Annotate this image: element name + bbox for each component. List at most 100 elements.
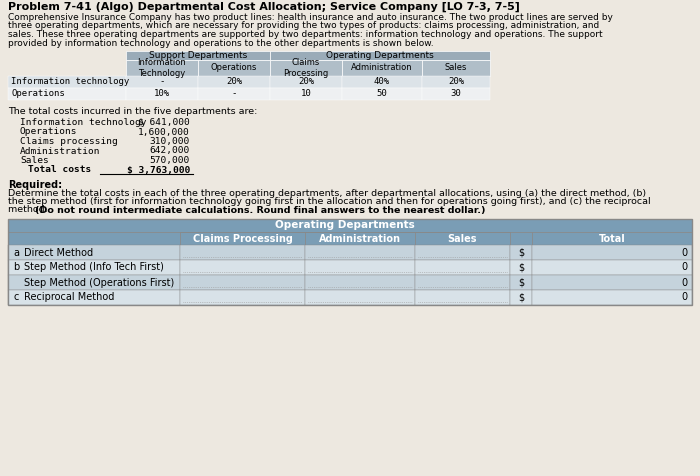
Bar xyxy=(8,219,692,232)
Text: The total costs incurred in the five departments are:: The total costs incurred in the five dep… xyxy=(8,107,258,116)
Text: Information technology: Information technology xyxy=(20,118,146,127)
Text: b: b xyxy=(13,262,20,272)
Text: 0: 0 xyxy=(681,262,687,272)
Bar xyxy=(415,275,510,290)
Bar xyxy=(8,290,180,305)
Bar xyxy=(8,245,180,260)
Bar xyxy=(8,275,180,290)
Text: Sales: Sales xyxy=(20,156,49,165)
Text: Comprehensive Insurance Company has two product lines: health insurance and auto: Comprehensive Insurance Company has two … xyxy=(8,13,613,22)
Bar xyxy=(415,232,510,245)
Text: three operating departments, which are necessary for providing the two types of : three operating departments, which are n… xyxy=(8,21,599,30)
Bar xyxy=(126,88,198,100)
Text: 50: 50 xyxy=(377,89,387,99)
Text: sales. These three operating departments are supported by two departments: infor: sales. These three operating departments… xyxy=(8,30,603,39)
Bar xyxy=(8,88,126,100)
Text: Total: Total xyxy=(598,234,625,244)
Text: 1,600,000: 1,600,000 xyxy=(139,128,190,137)
Text: Operating Departments: Operating Departments xyxy=(326,51,434,60)
Text: Reciprocal Method: Reciprocal Method xyxy=(24,292,114,303)
Bar xyxy=(532,290,692,305)
Bar xyxy=(415,290,510,305)
Text: $ 3,763,000: $ 3,763,000 xyxy=(127,166,190,175)
Text: Claims
Processing: Claims Processing xyxy=(284,58,328,78)
Bar xyxy=(270,88,342,100)
Bar xyxy=(415,260,510,275)
Text: a: a xyxy=(13,248,19,258)
Text: Direct Method: Direct Method xyxy=(24,248,93,258)
Bar xyxy=(305,245,415,260)
Bar xyxy=(532,232,692,245)
Bar xyxy=(422,76,490,88)
Text: 570,000: 570,000 xyxy=(150,156,190,165)
Bar xyxy=(126,60,198,76)
Bar xyxy=(8,232,180,245)
Bar xyxy=(270,60,342,76)
Text: 30: 30 xyxy=(451,89,461,99)
Text: Step Method (Operations First): Step Method (Operations First) xyxy=(24,278,174,288)
Bar xyxy=(180,290,305,305)
Bar xyxy=(510,290,532,305)
Text: Support Departments: Support Departments xyxy=(149,51,247,60)
Bar xyxy=(198,76,270,88)
Text: method.: method. xyxy=(8,206,50,215)
Text: Required:: Required: xyxy=(8,180,62,190)
Text: the step method (first for information technology going first in the allocation : the step method (first for information t… xyxy=(8,197,650,206)
Text: 0: 0 xyxy=(681,278,687,288)
Bar xyxy=(532,245,692,260)
Bar xyxy=(422,60,490,76)
Bar xyxy=(510,260,532,275)
Text: Administration: Administration xyxy=(20,147,101,156)
Bar xyxy=(422,88,490,100)
Text: 40%: 40% xyxy=(374,78,390,87)
Text: Information
Technology: Information Technology xyxy=(138,58,186,78)
Text: Claims processing: Claims processing xyxy=(20,137,118,146)
Text: -: - xyxy=(231,89,237,99)
Text: 310,000: 310,000 xyxy=(150,137,190,146)
Text: 20%: 20% xyxy=(448,78,464,87)
Bar xyxy=(305,232,415,245)
Text: Claims Processing: Claims Processing xyxy=(193,234,293,244)
Bar xyxy=(510,232,532,245)
Text: Operations: Operations xyxy=(20,128,78,137)
Bar xyxy=(270,76,342,88)
Text: 0: 0 xyxy=(681,292,687,303)
Bar xyxy=(8,60,126,76)
Bar xyxy=(305,290,415,305)
Text: provided by information technology and operations to the other departments is sh: provided by information technology and o… xyxy=(8,39,433,48)
Text: 20%: 20% xyxy=(226,78,242,87)
Text: 10%: 10% xyxy=(154,89,170,99)
Text: 10: 10 xyxy=(300,89,312,99)
Bar xyxy=(198,60,270,76)
Text: $ 641,000: $ 641,000 xyxy=(139,118,190,127)
Text: Operating Departments: Operating Departments xyxy=(275,220,415,230)
Text: 0: 0 xyxy=(681,248,687,258)
Text: $: $ xyxy=(518,262,524,272)
Text: Determine the total costs in each of the three operating departments, after depa: Determine the total costs in each of the… xyxy=(8,188,646,198)
Bar xyxy=(342,76,422,88)
Text: $: $ xyxy=(518,248,524,258)
Text: Sales: Sales xyxy=(444,63,467,72)
Bar xyxy=(8,219,692,305)
Text: 642,000: 642,000 xyxy=(150,147,190,156)
Text: 20%: 20% xyxy=(298,78,314,87)
Bar xyxy=(305,275,415,290)
Text: $: $ xyxy=(518,278,524,288)
Text: Problem 7-41 (Algo) Departmental Cost Allocation; Service Company [LO 7-3, 7-5]: Problem 7-41 (Algo) Departmental Cost Al… xyxy=(8,2,520,12)
Bar xyxy=(8,76,126,88)
Bar xyxy=(180,232,305,245)
Bar xyxy=(180,275,305,290)
Bar xyxy=(198,88,270,100)
Text: $: $ xyxy=(518,292,524,303)
Bar xyxy=(532,275,692,290)
Bar xyxy=(342,60,422,76)
Text: Administration: Administration xyxy=(319,234,401,244)
Text: -: - xyxy=(160,78,164,87)
Bar xyxy=(180,245,305,260)
Bar xyxy=(126,76,198,88)
Text: Administration: Administration xyxy=(351,63,413,72)
Bar xyxy=(510,245,532,260)
Text: Total costs: Total costs xyxy=(28,166,91,175)
Text: Operations: Operations xyxy=(11,89,64,99)
Bar xyxy=(510,275,532,290)
